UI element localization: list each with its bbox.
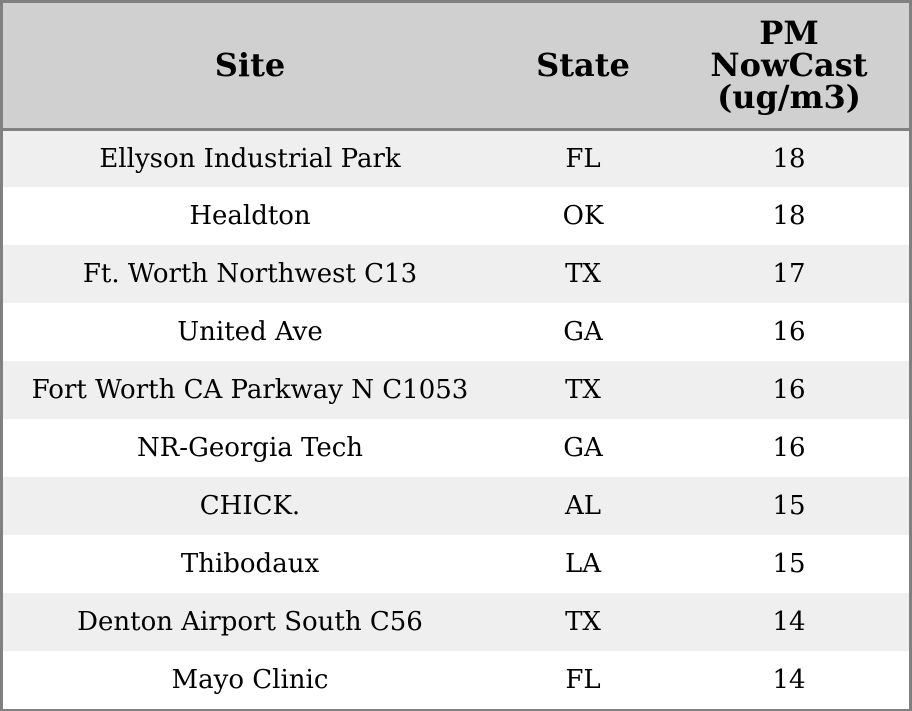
cell-state: FL bbox=[565, 665, 601, 695]
table-row: United Ave GA 16 bbox=[3, 303, 909, 361]
cell-state: GA bbox=[563, 317, 603, 347]
table-row: NR-Georgia Tech GA 16 bbox=[3, 419, 909, 477]
header-pm-line-3: (ug/m3) bbox=[717, 78, 861, 117]
header-pm-nowcast: PM NowCast (ug/m3) bbox=[669, 3, 909, 131]
cell-state: FL bbox=[565, 143, 601, 174]
cell-state: LA bbox=[564, 549, 602, 579]
cell-state: TX bbox=[565, 259, 601, 289]
cell-site: Ft. Worth Northwest C13 bbox=[82, 259, 418, 289]
header-site: Site bbox=[3, 3, 497, 131]
cell-state: AL bbox=[564, 491, 602, 521]
cell-site: Thibodaux bbox=[180, 549, 320, 579]
cell-pm: 16 bbox=[772, 375, 806, 405]
table-row: CHICK. AL 15 bbox=[3, 477, 909, 535]
cell-site: NR-Georgia Tech bbox=[136, 433, 364, 463]
cell-site: Denton Airport South C56 bbox=[77, 607, 423, 637]
cell-pm: 18 bbox=[772, 143, 806, 174]
header-pm-line-2: NowCast bbox=[710, 46, 868, 85]
table-row: Ellyson Industrial Park FL 18 bbox=[3, 129, 909, 187]
cell-state: GA bbox=[563, 433, 603, 463]
table-row: Ft. Worth Northwest C13 TX 17 bbox=[3, 245, 909, 303]
cell-state: TX bbox=[565, 607, 601, 637]
header-state: State bbox=[497, 3, 669, 131]
cell-state: OK bbox=[562, 201, 604, 231]
pm-nowcast-table: Site State PM NowCast (ug/m3) Ellyson In… bbox=[3, 3, 909, 709]
cell-site: Healdton bbox=[189, 201, 311, 231]
cell-pm: 14 bbox=[772, 665, 806, 695]
cell-site: CHICK. bbox=[199, 491, 301, 521]
table-row: Thibodaux LA 15 bbox=[3, 535, 909, 593]
cell-pm: 16 bbox=[772, 433, 806, 463]
cell-site: United Ave bbox=[177, 317, 323, 347]
cell-pm: 15 bbox=[772, 549, 806, 579]
cell-pm: 14 bbox=[772, 607, 806, 637]
table-row: Mayo Clinic FL 14 bbox=[3, 651, 909, 709]
table-row: Healdton OK 18 bbox=[3, 187, 909, 245]
cell-pm: 17 bbox=[772, 259, 806, 289]
cell-site: Mayo Clinic bbox=[171, 665, 329, 695]
cell-pm: 15 bbox=[772, 491, 806, 521]
cell-site: Ellyson Industrial Park bbox=[99, 143, 401, 174]
cell-pm: 16 bbox=[772, 317, 806, 347]
table-row: Fort Worth CA Parkway N C1053 TX 16 bbox=[3, 361, 909, 419]
cell-site: Fort Worth CA Parkway N C1053 bbox=[31, 375, 469, 405]
table-row: Denton Airport South C56 TX 14 bbox=[3, 593, 909, 651]
cell-state: TX bbox=[565, 375, 601, 405]
cell-pm: 18 bbox=[772, 201, 806, 231]
header-pm-line-1: PM bbox=[759, 14, 819, 53]
header-row: Site State PM NowCast (ug/m3) bbox=[3, 3, 909, 131]
